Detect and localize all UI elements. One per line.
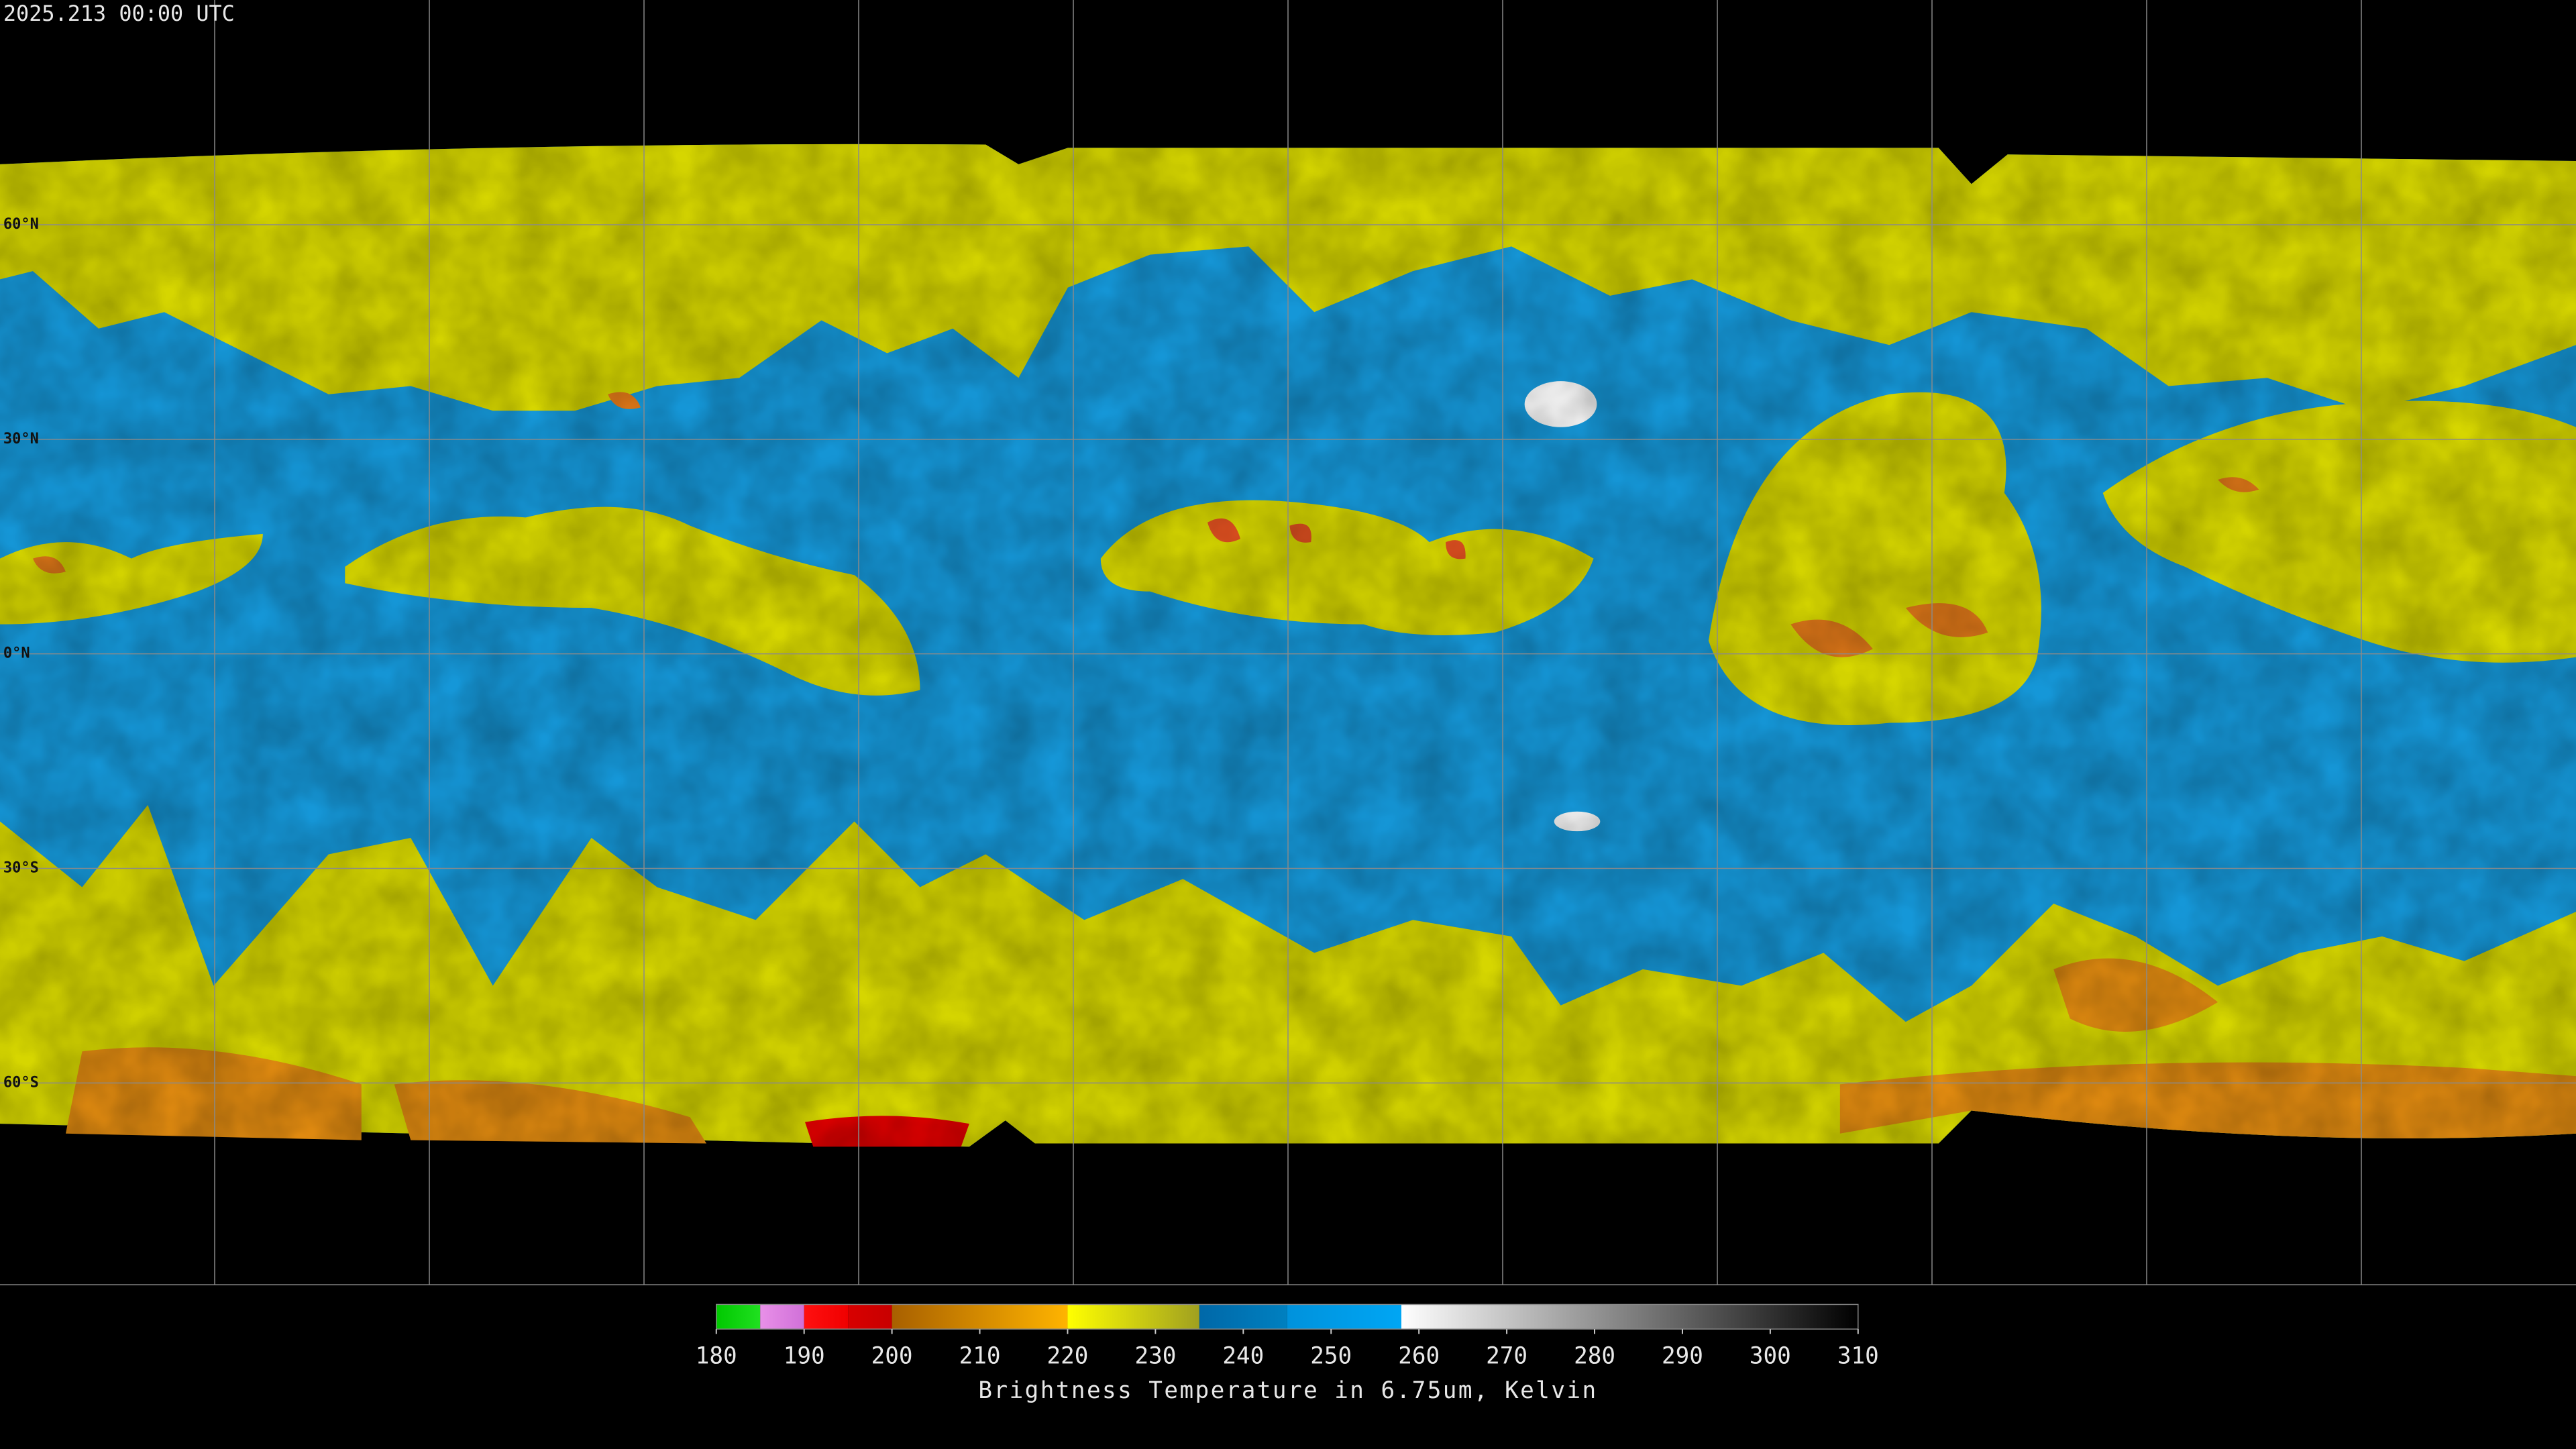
colorbar-segment (804, 1304, 849, 1330)
colorbar-tick-label: 300 (1750, 1342, 1791, 1369)
colorbar-tick-label: 260 (1398, 1342, 1440, 1369)
colorbar-tick-label: 230 (1134, 1342, 1176, 1369)
colorbar-segment (1199, 1304, 1287, 1330)
colorbar-segment (1401, 1304, 1858, 1330)
colorbar-segment (848, 1304, 892, 1330)
colorbar: 180 190 200 210 220 230 240 250 260 270 280 290 300 3… (696, 1303, 1879, 1369)
colorbar-segment (760, 1304, 804, 1330)
colorbar-tick-label: 310 (1837, 1342, 1879, 1369)
colorbar-tick-label: 250 (1310, 1342, 1352, 1369)
colorbar-tick-label: 220 (1047, 1342, 1089, 1369)
colorbar-tick-label: 280 (1574, 1342, 1615, 1369)
timestamp: 2025.213 00:00 UTC (3, 1, 235, 26)
latitude-label: 0°N (3, 645, 30, 662)
colorbar-tick-label: 210 (959, 1342, 1001, 1369)
colorbar-label: Brightness Temperature in 6.75um, Kelvin (978, 1377, 1597, 1404)
colorbar-frame (716, 1303, 1859, 1330)
colorbar-tick-label: 200 (871, 1342, 913, 1369)
colorbar-segment (1287, 1304, 1401, 1330)
colorbar-tick-label: 190 (784, 1342, 825, 1369)
graticule: 60°N 30°N 0°N 30°S 60°S (0, 0, 2576, 1285)
latitude-label: 30°S (3, 860, 39, 877)
latitude-label: 60°N (3, 216, 39, 233)
colorbar-segment (716, 1304, 761, 1330)
colorbar-segment (892, 1304, 1068, 1330)
colorbar-segment (1067, 1304, 1199, 1330)
latitude-label: 60°S (3, 1074, 39, 1091)
colorbar-tick-label: 270 (1486, 1342, 1527, 1369)
colorbar-tick-label: 180 (696, 1342, 737, 1369)
colorbar-tick-label: 290 (1662, 1342, 1703, 1369)
latitude-label: 30°N (3, 431, 39, 447)
colorbar-tick-label: 240 (1222, 1342, 1264, 1369)
